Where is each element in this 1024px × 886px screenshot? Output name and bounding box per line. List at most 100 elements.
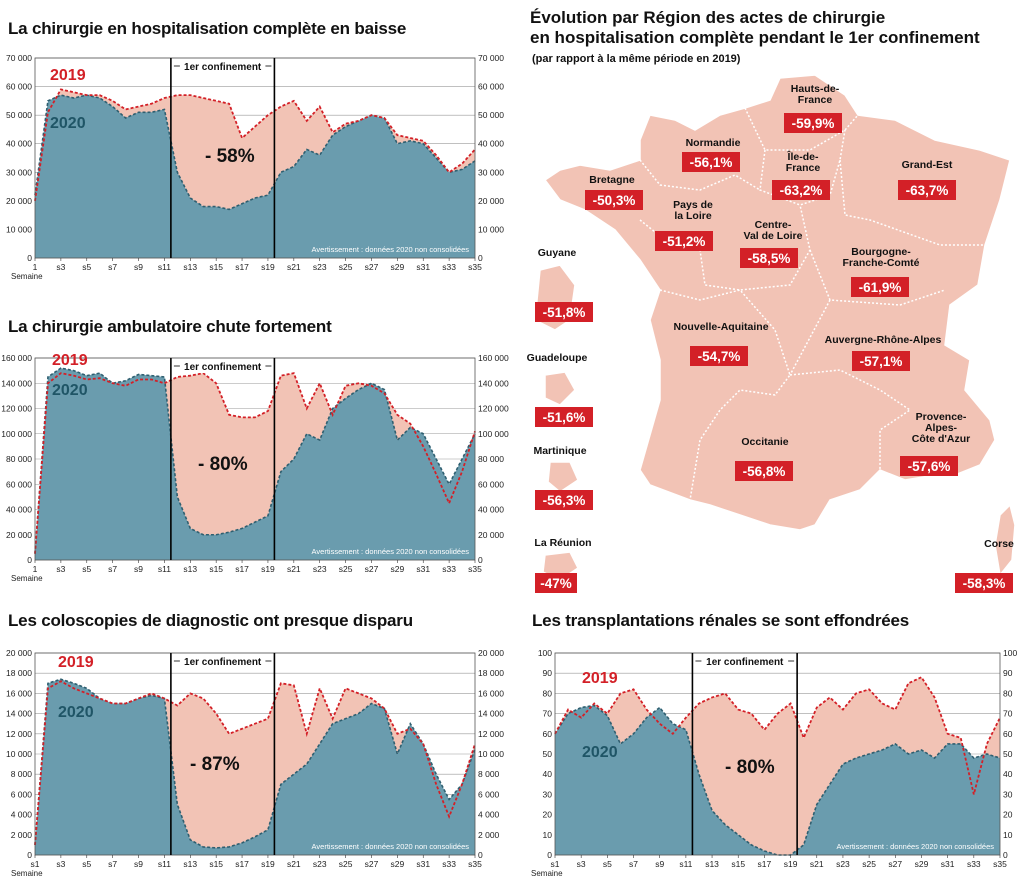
- region-label-hauts-de-france: Hauts-de-France -59,9%: [784, 83, 842, 133]
- region-value-badge: [900, 456, 958, 476]
- x-tick-label: s27: [365, 262, 379, 272]
- y-tick-label-left: 100: [538, 648, 552, 658]
- line-2020: [34, 367, 476, 554]
- region-value: -63,7%: [906, 183, 949, 198]
- y-tick-label-left: 12 000: [6, 729, 32, 739]
- y-tick-label-right: 60: [1003, 729, 1013, 739]
- region-name: Nouvelle-Aquitaine: [673, 321, 768, 333]
- y-tick-label-left: 16 000: [6, 688, 32, 698]
- region-name: Bourgogne-: [851, 246, 911, 258]
- region-value-badge: [585, 190, 643, 210]
- y-tick-label-right: 40 000: [478, 505, 504, 515]
- x-tick-label: s15: [209, 564, 223, 574]
- lockdown-label: 1er confinement: [706, 657, 784, 668]
- chart-3-svg: 0 0 2 000 2 000 4 000 4 000 6 000 6 000 8 000 8 0…: [6, 648, 504, 878]
- area-2020: [35, 95, 475, 258]
- y-tick-label-left: 160 000: [1, 353, 32, 363]
- x-tick-label: s21: [287, 859, 301, 869]
- y-tick-label-left: 80 000: [6, 454, 32, 464]
- series-label-2019: 2019: [52, 352, 88, 369]
- region-name: Provence-: [916, 411, 967, 423]
- y-tick-label-right: 16 000: [478, 688, 504, 698]
- series-label-2020: 2020: [52, 382, 88, 399]
- y-tick-label-left: 90: [543, 668, 553, 678]
- x-tick-label: s35: [468, 262, 482, 272]
- region-label-martinique: Martinique -56,3%: [533, 445, 593, 510]
- y-tick-label-right: 20 000: [478, 530, 504, 540]
- x-tick-label: s25: [339, 564, 353, 574]
- x-tick-label: s31: [941, 859, 955, 869]
- y-tick-label-right: 0: [478, 850, 483, 860]
- lockdown-label-bg: [176, 59, 269, 73]
- region-name: Val de Loire: [744, 230, 803, 242]
- series-label-2019: 2019: [50, 67, 86, 84]
- region-border: [809, 249, 946, 306]
- y-tick-label-right: 80 000: [478, 454, 504, 464]
- x-tick-label: 1: [33, 262, 38, 272]
- region-label-provence-alpes-côte-d-azur: Provence-Alpes-Côte d'Azur -57,6%: [900, 411, 970, 476]
- x-tick-label: s9: [655, 859, 664, 869]
- france-map: Hauts-de-France-59,9%Normandie-56,1% Île-…: [527, 74, 1016, 593]
- region-name: Normandie: [686, 137, 741, 149]
- region-value: -57,1%: [860, 354, 903, 369]
- region-value-badge: [772, 180, 830, 200]
- x-tick-label: s7: [108, 859, 117, 869]
- region-name: Guyane: [538, 247, 577, 259]
- region-label-île-de-france: Île-de-France -63,2%: [772, 150, 830, 200]
- x-tick-label: s23: [313, 262, 327, 272]
- x-tick-label: s21: [287, 262, 301, 272]
- x-tick-label: s13: [183, 262, 197, 272]
- y-tick-label-right: 30 000: [478, 167, 504, 177]
- region-value: -58,3%: [963, 576, 1006, 591]
- region-name: Bretagne: [589, 174, 635, 186]
- line-2019: [554, 676, 1001, 795]
- chart-1-svg: 0 0 10 000 10 000 20 000 20 000 30 000 30 000 40…: [6, 53, 504, 281]
- y-tick-label-left: 60: [543, 729, 553, 739]
- region-value-badge: [898, 180, 956, 200]
- x-tick-label: s1: [31, 859, 40, 869]
- region-value: -56,8%: [743, 464, 786, 479]
- x-tick-label: s3: [56, 262, 65, 272]
- y-tick-label-right: 120 000: [478, 404, 509, 414]
- y-tick-label-left: 20 000: [6, 196, 32, 206]
- region-name: Martinique: [533, 445, 586, 457]
- region-value: -59,9%: [792, 116, 835, 131]
- region-value: -47%: [540, 576, 572, 591]
- x-tick-label: s35: [993, 859, 1007, 869]
- region-value-badge: [535, 573, 577, 593]
- chart-1-title: La chirurgie en hospitalisation complète…: [8, 19, 407, 38]
- y-tick-label-left: 30: [543, 789, 553, 799]
- y-tick-label-left: 40 000: [6, 139, 32, 149]
- x-tick-label: s25: [339, 262, 353, 272]
- line-2020: [34, 94, 476, 211]
- region-value-badge: [784, 113, 842, 133]
- y-tick-label-right: 50 000: [478, 110, 504, 120]
- region-border: [639, 204, 811, 291]
- region-label-bretagne: Bretagne -50,3%: [585, 174, 643, 210]
- line-2019: [34, 88, 476, 201]
- region-label-grand-est: Grand-Est -63,7%: [898, 159, 956, 200]
- x-tick-label: s1: [551, 859, 560, 869]
- region-value: -51,8%: [543, 305, 586, 320]
- x-axis-label: Semaine: [11, 272, 43, 281]
- map-subtitle: (par rapport à la même période en 2019): [532, 53, 741, 65]
- region-value: -61,9%: [859, 280, 902, 295]
- x-tick-label: s31: [416, 564, 430, 574]
- y-tick-label-left: 60 000: [6, 479, 32, 489]
- plot-frame: [34, 652, 476, 856]
- y-tick-label-right: 100 000: [478, 429, 509, 439]
- x-tick-label: s5: [603, 859, 612, 869]
- lockdown-label: 1er confinement: [184, 657, 262, 668]
- y-tick-label-right: 160 000: [478, 353, 509, 363]
- y-tick-label-left: 20: [543, 810, 553, 820]
- region-label-la-réunion: La Réunion -47%: [534, 537, 592, 593]
- region-border: [759, 129, 846, 206]
- plot-frame: [554, 652, 1001, 856]
- warning-note: Avertissement : données 2020 non consoli…: [312, 245, 470, 254]
- y-tick-label-left: 18 000: [6, 668, 32, 678]
- x-tick-label: s35: [468, 859, 482, 869]
- y-tick-label-right: 70: [1003, 709, 1013, 719]
- x-tick-label: s3: [56, 859, 65, 869]
- region-value-badge: [535, 302, 593, 322]
- x-tick-label: s31: [416, 859, 430, 869]
